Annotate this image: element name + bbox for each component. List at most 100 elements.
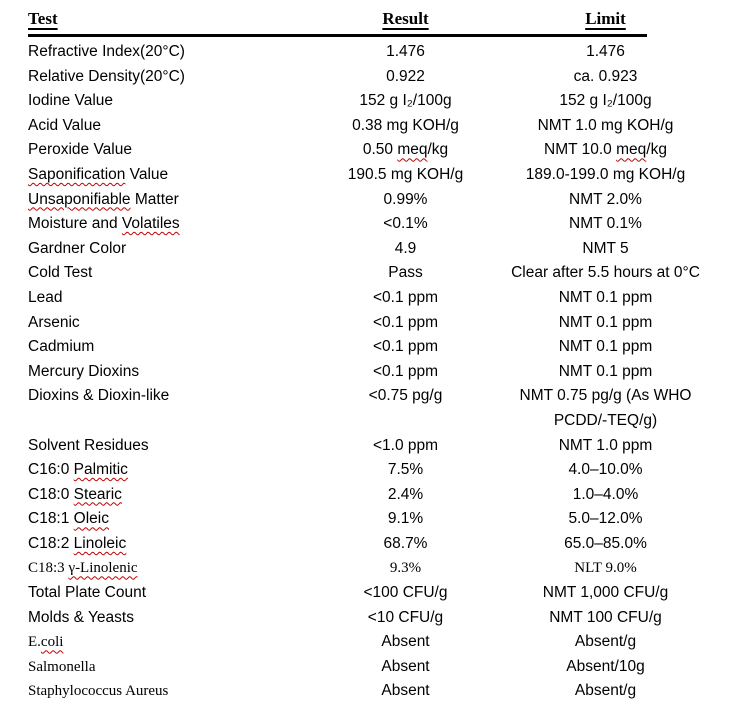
- table-row: Iodine Value 152 g I₂/100g 152 g I₂/100g: [28, 89, 755, 114]
- misspelled-word: Palmitic: [73, 461, 128, 479]
- limit-cell: NMT 10.0 meq/kg: [544, 141, 667, 159]
- test-cell: Moisture and Volatiles: [28, 215, 180, 233]
- table-row: Salmonella Absent Absent/10g: [28, 655, 755, 680]
- misspelled-word: meq: [397, 141, 428, 159]
- table-row: Cold Test Pass Clear after 5.5 hours at 0°…: [28, 261, 755, 286]
- test-cell: Arsenic: [28, 313, 80, 331]
- result-cell: <1.0 ppm: [372, 436, 439, 454]
- result-cell: 9.1%: [387, 510, 424, 528]
- test-cell: Mercury Dioxins: [28, 362, 140, 380]
- result-cell: Absent: [381, 682, 430, 700]
- table-header-row: Test Result Limit: [28, 9, 755, 29]
- column-header-limit-label: Limit: [585, 9, 626, 28]
- table-row: Refractive Index(20°C) 1.476 1.476: [28, 40, 755, 65]
- test-cell: Dioxins & Dioxin-like: [28, 387, 170, 405]
- test-cell: Peroxide Value: [28, 141, 132, 159]
- table-row: Arsenic <0.1 ppm NMT 0.1 ppm: [28, 311, 755, 336]
- test-cell: Salmonella: [28, 658, 96, 675]
- misspelled-word: Stearic: [73, 485, 122, 503]
- limit-cell: NMT 0.75 pg/g (As WHO PCDD/-TEQ/g): [519, 387, 692, 429]
- result-cell: Absent: [381, 633, 430, 651]
- test-cell: Iodine Value: [28, 92, 114, 110]
- test-cell: Solvent Residues: [28, 436, 149, 454]
- table-row: Total Plate Count <100 CFU/g NMT 1,000 CFU…: [28, 581, 755, 606]
- limit-cell: NMT 0.1 ppm: [558, 338, 653, 356]
- table-row: Saponification Value 190.5 mg KOH/g 189.0-…: [28, 163, 755, 188]
- result-cell: 0.50 meq/kg: [362, 141, 449, 159]
- table-body: Refractive Index(20°C) 1.476 1.476 Relative…: [28, 40, 755, 704]
- limit-cell: NMT 0.1 ppm: [558, 313, 653, 331]
- result-cell: 190.5 mg KOH/g: [347, 165, 464, 183]
- limit-cell: Absent/g: [574, 682, 637, 700]
- test-cell: C18:3 γ-Linolenic: [28, 560, 138, 577]
- result-cell: <0.1 ppm: [372, 313, 439, 331]
- limit-cell: 5.0–12.0%: [568, 510, 643, 528]
- table-row: Gardner Color 4.9 NMT 5: [28, 237, 755, 262]
- result-cell: 1.476: [386, 43, 425, 60]
- result-cell: <10 CFU/g: [367, 608, 444, 626]
- result-cell: 2.4%: [387, 485, 424, 503]
- test-cell: E.coli: [28, 634, 64, 651]
- test-cell: Gardner Color: [28, 239, 127, 257]
- limit-cell: NMT 1.0 mg KOH/g: [537, 116, 674, 134]
- limit-cell: NMT 0.1 ppm: [558, 288, 653, 306]
- limit-cell: NMT 0.1%: [569, 215, 642, 233]
- table-row: Lead <0.1 ppm NMT 0.1 ppm: [28, 286, 755, 311]
- result-cell: <100 CFU/g: [363, 584, 448, 602]
- limit-cell: ca. 0.923: [573, 67, 638, 85]
- table-row: Staphylococcus Aureus Absent Absent/g: [28, 679, 755, 704]
- result-cell: 9.3%: [389, 560, 422, 577]
- misspelled-word: Saponification: [28, 165, 126, 183]
- table-row: C16:0 Palmitic 7.5% 4.0–10.0%: [28, 458, 755, 483]
- table-row: Relative Density(20°C) 0.922 ca. 0.923: [28, 65, 755, 90]
- column-header-result-label: Result: [382, 9, 429, 28]
- limit-cell: NMT 100 CFU/g: [549, 608, 662, 626]
- table-row: Cadmium <0.1 ppm NMT 0.1 ppm: [28, 335, 755, 360]
- test-cell: C18:0 Stearic: [28, 485, 122, 503]
- table-row: Molds & Yeasts <10 CFU/g NMT 100 CFU/g: [28, 606, 755, 631]
- misspelled-word: Unsaponifiable: [28, 190, 131, 208]
- test-cell: C16:0 Palmitic: [28, 461, 128, 479]
- test-cell: Acid Value: [28, 116, 101, 134]
- limit-cell: NMT 2.0%: [569, 190, 642, 208]
- limit-cell: NMT 5: [582, 239, 629, 257]
- result-cell: <0.1 ppm: [372, 288, 439, 306]
- table-row: Solvent Residues <1.0 ppm NMT 1.0 ppm: [28, 434, 755, 459]
- header-rule: [28, 34, 647, 37]
- result-cell: Pass: [388, 264, 423, 282]
- limit-cell: 1.476: [586, 43, 625, 60]
- limit-cell: 152 g I₂/100g: [559, 92, 652, 110]
- table-row: E.coli Absent Absent/g: [28, 630, 755, 655]
- misspelled-word: meq: [616, 141, 647, 159]
- test-cell: C18:1 Oleic: [28, 510, 109, 528]
- limit-cell: NMT 1.0 ppm: [558, 436, 653, 454]
- misspelled-word: Linoleic: [73, 534, 127, 552]
- test-cell: Cadmium: [28, 338, 95, 356]
- limit-cell: 4.0–10.0%: [568, 461, 643, 479]
- result-cell: 0.99%: [383, 190, 428, 208]
- test-cell: Unsaponifiable Matter: [28, 190, 179, 208]
- column-header-test: Test: [28, 9, 328, 29]
- limit-cell: NLT 9.0%: [574, 560, 637, 577]
- test-cell: Molds & Yeasts: [28, 608, 134, 626]
- table-row: C18:0 Stearic 2.4% 1.0–4.0%: [28, 483, 755, 508]
- result-cell: 0.38 mg KOH/g: [352, 116, 459, 134]
- result-cell: 152 g I₂/100g: [359, 92, 452, 110]
- column-header-limit: Limit: [483, 9, 728, 29]
- result-cell: Absent: [381, 657, 430, 675]
- limit-cell: NMT 1,000 CFU/g: [542, 584, 669, 602]
- result-cell: 68.7%: [383, 534, 428, 552]
- test-cell: Total Plate Count: [28, 584, 147, 602]
- limit-cell: 65.0–85.0%: [564, 534, 647, 552]
- misspelled-word: Volatiles: [121, 215, 180, 233]
- limit-cell: Absent/g: [574, 633, 637, 651]
- test-cell: Cold Test: [28, 264, 93, 282]
- test-cell: Staphylococcus Aureus: [28, 683, 169, 700]
- limit-cell: 1.0–4.0%: [572, 485, 639, 503]
- table-row: Mercury Dioxins <0.1 ppm NMT 0.1 ppm: [28, 360, 755, 385]
- test-cell: Refractive Index(20°C): [28, 43, 185, 60]
- table-row: C18:3 γ-Linolenic 9.3% NLT 9.0%: [28, 556, 755, 581]
- limit-cell: Absent/10g: [566, 657, 645, 675]
- column-header-test-label: Test: [28, 9, 58, 28]
